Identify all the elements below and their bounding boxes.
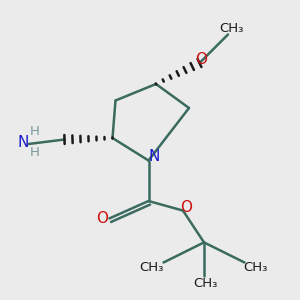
Text: CH₃: CH₃ (139, 261, 164, 274)
Text: CH₃: CH₃ (244, 261, 268, 274)
Text: O: O (96, 211, 108, 226)
Text: H: H (30, 146, 40, 160)
Text: N: N (17, 135, 29, 150)
Text: CH₃: CH₃ (193, 277, 218, 290)
Text: O: O (181, 200, 193, 215)
Text: N: N (148, 149, 160, 164)
Text: O: O (195, 52, 207, 67)
Text: CH₃: CH₃ (219, 22, 243, 35)
Text: H: H (30, 125, 40, 139)
